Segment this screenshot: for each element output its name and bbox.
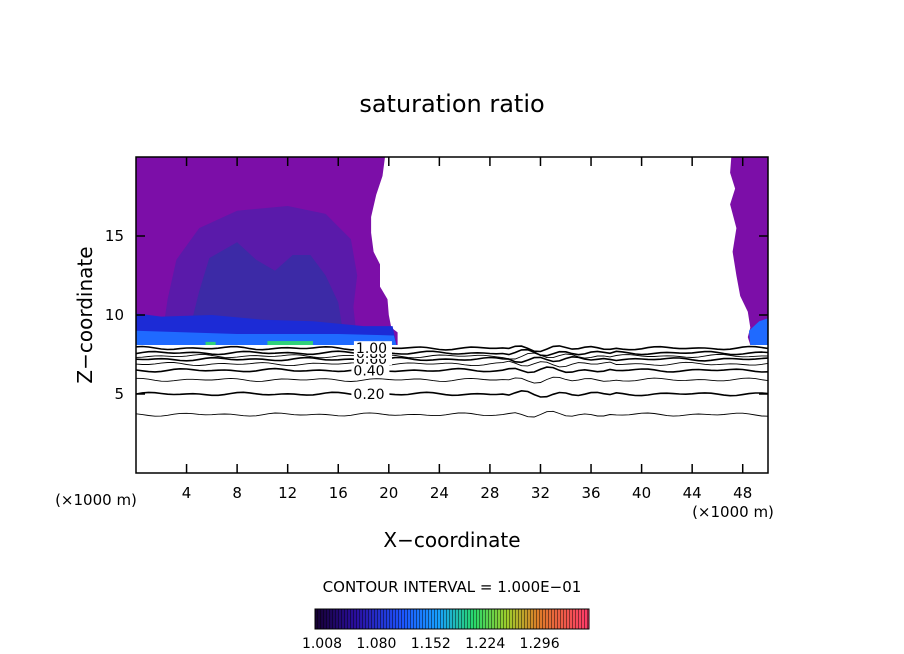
- x-unit-right: (×1000 m): [692, 503, 774, 521]
- contour-label: 1.00: [356, 341, 387, 357]
- colorbar-frame: [314, 608, 590, 630]
- x-tick-label: 12: [278, 484, 297, 502]
- contour-line: [136, 348, 768, 357]
- x-axis-label: X−coordinate: [383, 528, 520, 552]
- shade-green-streak: [267, 341, 313, 346]
- contour-line: [136, 366, 768, 374]
- shade-green-spot: [205, 341, 216, 346]
- x-tick-label: 24: [430, 484, 449, 502]
- x-tick-label: 4: [182, 484, 192, 502]
- x-tick-label: 44: [683, 484, 702, 502]
- x-tick-label: 40: [632, 484, 651, 502]
- contour-line: [136, 376, 768, 384]
- contour-line: [136, 345, 768, 353]
- contour-label: 0.20: [353, 387, 384, 403]
- y-axis-ticks: 5 10 15: [105, 227, 768, 403]
- colorbar-label: 1.008: [302, 636, 342, 652]
- x-tick-label: 20: [379, 484, 398, 502]
- x-tick-label: 36: [581, 484, 600, 502]
- colorbar-labels: 1.008 1.080 1.152 1.224 1.296: [302, 636, 560, 652]
- contour-line: [136, 389, 768, 398]
- contour-label-bg: [351, 363, 390, 377]
- x-tick-label: 32: [531, 484, 550, 502]
- y-tick-label: 5: [114, 385, 124, 403]
- contour-line: [136, 360, 768, 368]
- x-tick-label: 16: [329, 484, 348, 502]
- shade-outer-right: [730, 157, 768, 345]
- y-tick-label: 10: [105, 306, 124, 324]
- colorbar-label: 1.152: [411, 636, 451, 652]
- contour-interval-text: CONTOUR INTERVAL = 1.000E−01: [323, 578, 582, 596]
- x-axis-ticks: 4 8 12 16 20 24 28 32 36 40 44 48: [182, 157, 752, 502]
- shade-band-bright: [136, 330, 397, 345]
- x-tick-label: 28: [480, 484, 499, 502]
- x-unit-left: (×1000 m): [55, 491, 137, 509]
- colorbar-stripes: [315, 609, 589, 629]
- plot-area: 0.200.400.600.801.00: [136, 157, 768, 418]
- contour-label: 0.40: [353, 363, 384, 379]
- x-tick-label: 8: [232, 484, 242, 502]
- contour-line: [136, 410, 768, 418]
- contour-line: [136, 355, 768, 364]
- shade-band-right: [749, 318, 768, 345]
- x-tick-label: 48: [733, 484, 752, 502]
- y-tick-label: 15: [105, 227, 124, 245]
- colorbar-label: 1.224: [465, 636, 505, 652]
- y-axis-label: Z−coordinate: [73, 246, 97, 383]
- contour-line: [136, 352, 768, 360]
- contour-label-bg: [351, 387, 390, 400]
- chart-title: saturation ratio: [359, 90, 544, 118]
- colorbar-label: 1.296: [520, 636, 560, 652]
- contour-label-bg: [353, 341, 392, 355]
- colorbar-label: 1.080: [356, 636, 396, 652]
